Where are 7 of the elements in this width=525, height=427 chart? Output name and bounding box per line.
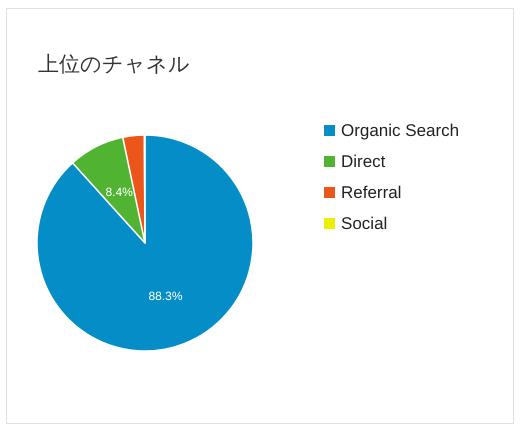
legend-label: Referral: [341, 183, 402, 202]
data-label: 8.4%: [105, 185, 134, 200]
chart-title: 上位のチャネル: [38, 53, 190, 76]
legend-label: Organic Search: [341, 121, 460, 140]
legend-label: Social: [341, 214, 388, 233]
legend-label: Direct: [341, 152, 386, 171]
data-label: 88.3%: [148, 289, 183, 304]
